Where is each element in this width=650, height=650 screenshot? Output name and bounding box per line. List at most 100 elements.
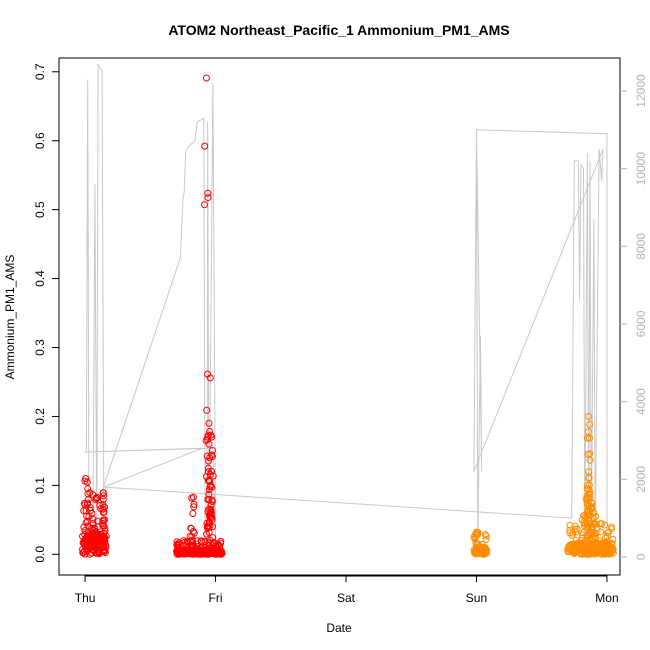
data-point — [586, 456, 594, 464]
data-point — [178, 548, 186, 556]
y-axis: 0.0 0.1 0.2 0.3 0.4 0.5 0.6 0.7 — [33, 63, 59, 563]
x-tick-label: Thu — [75, 591, 96, 605]
data-point — [604, 541, 612, 549]
data-point — [586, 420, 594, 428]
data-point — [585, 508, 592, 516]
data-point — [483, 547, 491, 555]
data-point — [606, 547, 614, 555]
data-point — [207, 512, 215, 520]
data-point — [203, 473, 210, 481]
data-point — [204, 433, 212, 441]
y2-axis: 0 2000 4000 6000 8000 10000 12000 — [620, 74, 648, 560]
data-point — [209, 472, 217, 480]
data-point — [102, 543, 110, 551]
data-point — [201, 201, 208, 209]
data-point — [89, 491, 97, 499]
data-point — [81, 550, 89, 558]
data-point — [576, 540, 583, 548]
data-point — [204, 464, 212, 472]
y2-tick-label: 6000 — [634, 310, 648, 337]
data-point — [601, 521, 609, 529]
data-point — [583, 481, 591, 489]
data-point — [207, 507, 215, 515]
y-tick-label: 0.2 — [33, 408, 47, 425]
x-axis-title: Date — [326, 621, 352, 635]
data-point — [84, 490, 92, 498]
data-point — [83, 501, 91, 508]
plot-frame — [58, 57, 621, 576]
data-point — [601, 541, 608, 549]
data-point — [81, 531, 89, 538]
data-point — [94, 537, 101, 545]
data-point — [584, 537, 592, 544]
y2-tick-label: 0 — [634, 553, 648, 560]
data-point — [203, 406, 211, 414]
data-point — [188, 494, 196, 502]
data-point — [208, 541, 216, 549]
y-tick-label: 0.1 — [33, 477, 47, 494]
y-tick-label: 0.6 — [33, 132, 47, 149]
data-point — [208, 483, 216, 491]
x-tick-label: Sat — [337, 591, 356, 605]
y-tick-label: 0.0 — [33, 546, 47, 563]
data-point — [592, 544, 600, 552]
data-point — [472, 530, 480, 538]
data-point — [584, 434, 591, 442]
data-point — [93, 534, 101, 542]
data-point — [208, 433, 216, 441]
data-point — [99, 489, 107, 497]
data-point — [584, 428, 592, 436]
data-point — [205, 419, 213, 427]
data-point — [99, 505, 107, 513]
data-point — [603, 532, 611, 540]
data-point — [192, 546, 200, 554]
y2-tick-label: 12000 — [634, 74, 648, 108]
data-point — [481, 531, 489, 538]
data-point — [471, 535, 479, 543]
y-tick-label: 0.5 — [33, 201, 47, 218]
data-point — [179, 545, 187, 553]
data-point — [577, 550, 585, 558]
data-point — [88, 524, 96, 532]
data-point — [577, 543, 585, 551]
data-point — [101, 547, 109, 555]
data-point — [209, 523, 216, 531]
y-tick-label: 0.4 — [33, 270, 47, 287]
x-tick-label: Sun — [466, 591, 487, 605]
data-point — [474, 529, 482, 536]
data-point — [206, 374, 214, 382]
data-point — [587, 520, 595, 527]
data-point — [566, 529, 574, 537]
data-point — [609, 535, 617, 543]
data-point — [84, 532, 92, 540]
data-point — [202, 437, 210, 444]
data-point — [203, 549, 211, 557]
data-point — [582, 495, 590, 503]
data-point — [202, 74, 210, 82]
data-point — [89, 528, 97, 536]
data-point — [99, 517, 107, 525]
data-point — [100, 546, 108, 554]
chart-title: ATOM2 Northeast_Pacific_1 Ammonium_PM1_A… — [168, 22, 509, 38]
data-point — [206, 522, 214, 530]
data-point — [571, 522, 579, 530]
data-point — [585, 527, 593, 535]
data-point — [100, 492, 108, 500]
data-point — [207, 509, 215, 517]
data-point — [188, 537, 196, 545]
data-points-layer — [79, 74, 617, 558]
data-point — [205, 457, 212, 465]
data-point — [98, 537, 106, 545]
altitude-line — [83, 63, 608, 546]
data-point — [100, 516, 107, 524]
data-point — [187, 524, 195, 532]
data-point — [189, 510, 197, 517]
y2-tick-label: 2000 — [634, 466, 648, 493]
data-point — [565, 548, 573, 555]
data-point — [80, 523, 88, 531]
data-point — [204, 496, 212, 503]
data-point — [569, 547, 577, 555]
data-point — [82, 534, 90, 542]
data-point — [585, 413, 593, 420]
